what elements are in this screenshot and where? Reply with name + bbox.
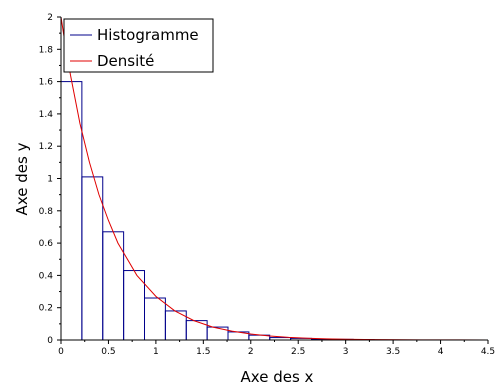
y-tick-label-5: 1 [47, 175, 53, 185]
histogram-bar-6 [185, 320, 208, 341]
legend-box [63, 18, 214, 73]
y-tick-label-8: 1.6 [39, 78, 54, 88]
x-tick-label-5: 2.5 [291, 347, 305, 357]
y-axis-title: Axe des y [13, 142, 31, 215]
x-tick-label-2: 1 [153, 347, 159, 357]
histogram-bars [60, 81, 375, 341]
y-tick-label-4: 0.8 [39, 207, 54, 217]
x-axis-ticks: 0 0.5 1 1.5 2 2.5 3 3.5 4 4.5 [58, 340, 495, 357]
y-tick-label-10: 2 [47, 13, 53, 23]
y-tick-label-9: 1.8 [39, 45, 54, 55]
legend-label-density: Densité [97, 52, 154, 70]
x-tick-label-3: 1.5 [196, 347, 210, 357]
x-tick-label-9: 4.5 [481, 347, 495, 357]
histogram-bar-7 [206, 326, 229, 341]
legend-label-histogram: Histogramme [97, 26, 199, 44]
x-tick-label-7: 3.5 [386, 347, 400, 357]
y-tick-label-2: 0.4 [39, 271, 54, 281]
histogram-bar-1 [81, 176, 104, 341]
x-axis-title: Axe des x [241, 368, 314, 383]
y-tick-label-3: 0.6 [39, 239, 54, 249]
y-tick-label-1: 0.2 [39, 304, 53, 314]
x-tick-label-0: 0 [58, 347, 64, 357]
histogram-bar-4 [144, 297, 166, 341]
x-tick-label-6: 3 [343, 347, 349, 357]
x-tick-label-8: 4 [438, 347, 444, 357]
legend: Histogramme Densité [63, 18, 214, 73]
x-tick-label-1: 0.5 [101, 347, 115, 357]
y-tick-label-7: 1.4 [39, 110, 54, 120]
y-axis-ticks: 0 0.2 0.4 0.6 0.8 1 1.2 1.4 1.6 1.8 2 [39, 13, 61, 346]
y-tick-label-6: 1.2 [39, 142, 53, 152]
x-tick-label-4: 2 [248, 347, 254, 357]
y-tick-label-0: 0 [47, 336, 53, 346]
histogram-bar-0 [60, 81, 83, 341]
